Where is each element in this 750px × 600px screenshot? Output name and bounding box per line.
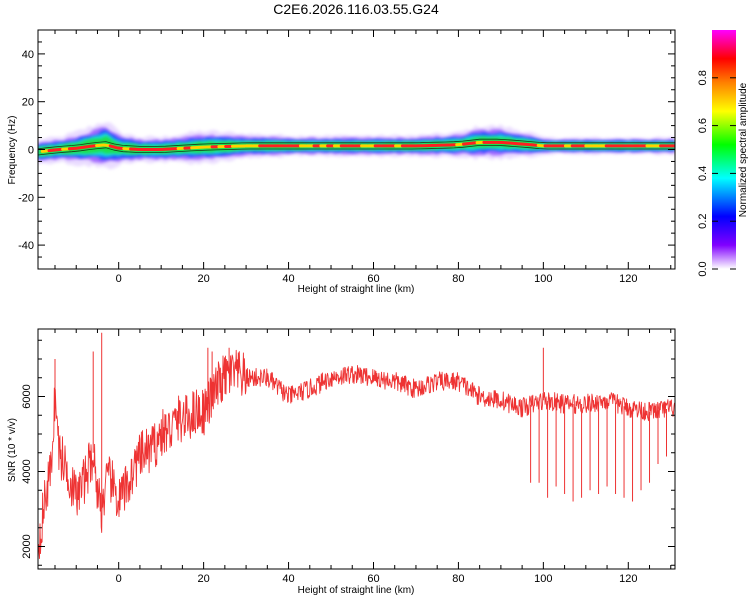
spectrogram-marks [38, 122, 675, 170]
spectrogram-ridge-segment [108, 144, 118, 149]
x-tick-label: 80 [452, 273, 464, 285]
spectrogram-y-ticks: 40 20 0 -20 -40 [18, 41, 675, 258]
snr-xlabel: Height of straight line (km) [298, 585, 415, 596]
x-tick-label: 120 [619, 573, 637, 585]
spectrogram-ylabel: Frequency (Hz) [7, 116, 18, 185]
y-tick-label: 20 [22, 97, 34, 109]
snr-line [38, 349, 675, 562]
snr-x-ticks: 0 20 40 60 80 100 120 [54, 329, 672, 585]
colorbar-tick-label: 0.8 [697, 70, 709, 85]
y-tick-label: 2000 [21, 534, 33, 558]
colorbar-ticks: 0.0 0.2 0.4 0.6 0.8 [697, 70, 736, 277]
y-tick-label: 0 [28, 145, 34, 157]
colorbar-tick-label: 0.0 [697, 261, 709, 276]
snr-frame [37, 328, 676, 570]
spectrogram-ridge-segment [115, 146, 125, 151]
x-tick-label: 60 [367, 573, 379, 585]
spectrogram-ridge-segment [81, 145, 91, 149]
y-tick-label: 4000 [21, 459, 33, 483]
colorbar: 0.0 0.2 0.4 0.6 0.8 Normalized spectral ampl… [697, 30, 749, 277]
spectrogram-ridge-segment [95, 143, 104, 148]
x-tick-label: 100 [534, 573, 552, 585]
spectrogram-band-upper-edge [38, 138, 675, 150]
colorbar-ramp [712, 30, 736, 269]
spectrogram-ridge-segment [47, 148, 57, 153]
spectrogram-panel: 0 20 40 60 80 100 120 40 20 0 -20 -40 Height of st… [7, 29, 676, 295]
y-tick-label: -20 [18, 192, 34, 204]
colorbar-tick-label: 0.4 [697, 166, 709, 181]
spectrogram-band-lower-edge [38, 144, 675, 156]
y-tick-label: 6000 [21, 384, 33, 408]
x-tick-label: 40 [282, 573, 294, 585]
chart-title: C2E6.2026.116.03.55.G24 [273, 1, 439, 17]
snr-marks [38, 332, 675, 562]
x-tick-label: 100 [534, 273, 552, 285]
x-tick-label: 0 [116, 273, 122, 285]
spectrogram-ridge-segment [462, 142, 471, 146]
snr-ylabel: SNR (10 * v/v) [7, 418, 18, 482]
y-tick-label: -40 [18, 240, 34, 252]
spectrogram-ridge-segment [529, 143, 539, 147]
x-tick-label: 20 [197, 273, 209, 285]
snr-panel: 0 20 40 60 80 100 120 2000 4000 6000 Height of s… [7, 328, 676, 596]
snr-y-ticks: 2000 4000 6000 [21, 339, 675, 566]
x-tick-label: 120 [619, 273, 637, 285]
colorbar-tick-label: 0.2 [697, 214, 709, 229]
y-tick-label: 40 [22, 49, 34, 61]
spectrogram-ridge-segment [74, 146, 84, 150]
spectrogram-ridge-segment [40, 149, 50, 153]
colorbar-label: Normalized spectral amplitude [738, 82, 749, 217]
x-tick-label: 40 [282, 273, 294, 285]
spectrogram-ridge-segment [54, 147, 63, 152]
spectrogram-ridge-segment [468, 141, 478, 145]
x-tick-label: 0 [116, 573, 122, 585]
x-tick-label: 80 [452, 573, 464, 585]
spectrogram-x-ticks: 0 20 40 60 80 100 120 [54, 30, 672, 285]
spectrogram-ridge-segment [101, 143, 111, 148]
x-tick-label: 60 [367, 273, 379, 285]
spectrogram-ridge-segment [88, 144, 97, 148]
spectrogram-xlabel: Height of straight line (km) [298, 284, 415, 295]
colorbar-tick-label: 0.6 [697, 118, 709, 133]
x-tick-label: 20 [197, 573, 209, 585]
